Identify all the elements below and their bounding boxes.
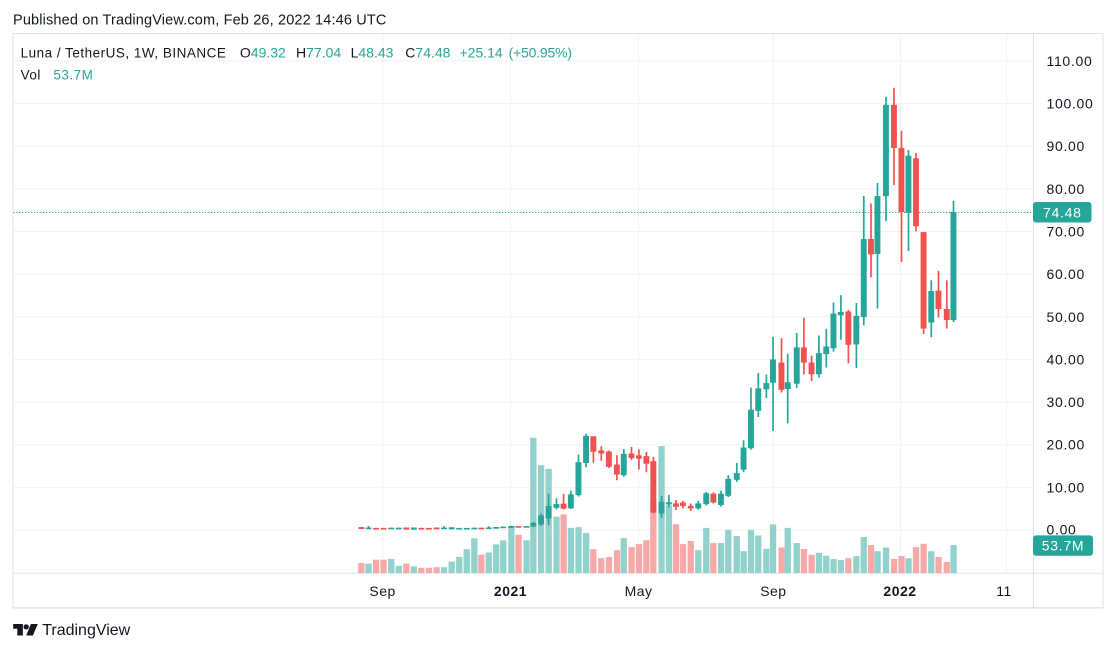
svg-text:100.00: 100.00 — [1047, 96, 1094, 112]
svg-text:Vol: Vol — [21, 68, 41, 83]
svg-text:H77.04: H77.04 — [296, 44, 341, 60]
svg-text:30.00: 30.00 — [1047, 394, 1086, 410]
svg-text:0.00: 0.00 — [1047, 521, 1077, 537]
svg-text:70.00: 70.00 — [1047, 224, 1086, 240]
svg-text:O49.32: O49.32 — [240, 44, 286, 60]
svg-text:Sep: Sep — [760, 583, 786, 599]
svg-text:Published on TradingView.com,: Published on TradingView.com, Feb 26, 20… — [13, 13, 386, 29]
svg-text:90.00: 90.00 — [1047, 138, 1086, 154]
svg-text:50.00: 50.00 — [1047, 309, 1086, 325]
svg-text:2021: 2021 — [494, 583, 527, 599]
svg-text:Luna / TetherUS, 1W, BINANCE: Luna / TetherUS, 1W, BINANCE — [21, 45, 227, 60]
svg-text:Sep: Sep — [369, 583, 395, 599]
svg-text:40.00: 40.00 — [1047, 351, 1086, 367]
svg-text:20.00: 20.00 — [1047, 437, 1086, 453]
svg-text:(+50.95%): (+50.95%) — [509, 44, 572, 60]
svg-text:53.7M: 53.7M — [53, 68, 93, 83]
svg-text:L48.43: L48.43 — [351, 44, 394, 60]
svg-text:110.00: 110.00 — [1047, 53, 1093, 69]
svg-text:TradingView: TradingView — [42, 622, 130, 639]
svg-text:10.00: 10.00 — [1047, 479, 1086, 495]
svg-text:60.00: 60.00 — [1047, 266, 1086, 282]
svg-text:May: May — [625, 583, 653, 599]
svg-text:C74.48: C74.48 — [405, 44, 450, 60]
svg-text:+25.14: +25.14 — [460, 44, 503, 60]
svg-text:74.48: 74.48 — [1043, 204, 1082, 220]
svg-text:11: 11 — [996, 583, 1012, 599]
svg-text:53.7M: 53.7M — [1042, 538, 1084, 554]
svg-text:80.00: 80.00 — [1047, 181, 1086, 197]
svg-text:2022: 2022 — [883, 583, 916, 599]
